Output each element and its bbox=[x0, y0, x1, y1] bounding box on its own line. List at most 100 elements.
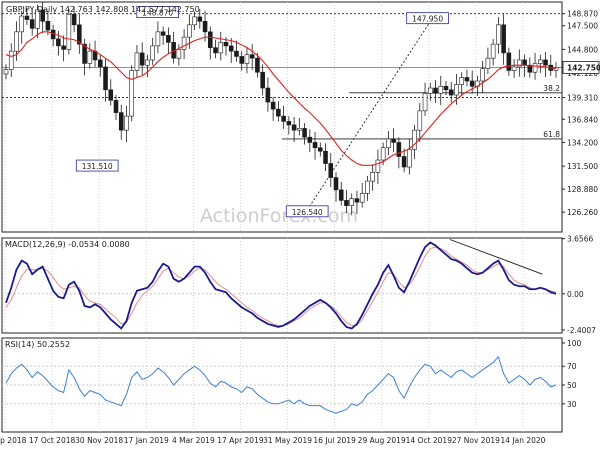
candle-body bbox=[375, 159, 381, 173]
candle-body bbox=[197, 16, 203, 22]
macd-line bbox=[5, 241, 557, 330]
candle-body bbox=[124, 115, 129, 131]
candle-body bbox=[202, 21, 208, 33]
price-annotation-box bbox=[285, 205, 329, 218]
candle-body bbox=[213, 47, 218, 54]
candle-body bbox=[223, 42, 229, 47]
candle-body bbox=[517, 59, 522, 68]
candle-body bbox=[45, 21, 51, 31]
candle-body bbox=[501, 24, 506, 54]
candle-body bbox=[150, 45, 155, 61]
fib-level-label: 38.2 bbox=[543, 84, 560, 93]
candle-body bbox=[438, 85, 444, 94]
main-y-tick-label: 128.880 bbox=[567, 185, 598, 194]
price-annotation: 126.540 bbox=[292, 208, 323, 217]
candle-body bbox=[228, 45, 234, 52]
candle-body bbox=[129, 70, 135, 117]
rsi-title: RSI(14) 50.2552 bbox=[5, 340, 70, 349]
candle-body bbox=[71, 13, 77, 26]
macd-y-tick-label: 3.6566 bbox=[567, 235, 593, 244]
candle-body bbox=[218, 42, 224, 54]
candle-body bbox=[333, 177, 339, 191]
candle-body bbox=[312, 142, 318, 149]
candle-body bbox=[181, 36, 187, 50]
candle-body bbox=[391, 138, 396, 143]
candle-body bbox=[249, 54, 255, 59]
candle-body bbox=[286, 121, 292, 126]
rsi-y-tick-label: 100 bbox=[567, 339, 582, 348]
candle-body bbox=[176, 49, 182, 59]
candle-body bbox=[338, 189, 344, 201]
x-tick-label: 14 Oct 2019 bbox=[406, 436, 453, 445]
main-y-tick-label: 126.260 bbox=[567, 208, 598, 217]
candle-body bbox=[192, 16, 197, 26]
candle-body bbox=[244, 54, 250, 64]
rsi-line bbox=[5, 355, 557, 414]
candle-body bbox=[291, 124, 297, 131]
candle-body bbox=[139, 52, 145, 66]
price-annotation-box bbox=[136, 6, 179, 18]
candle-body bbox=[134, 52, 140, 71]
candle-body bbox=[464, 77, 470, 82]
x-tick-label: 16 Jul 2019 bbox=[313, 436, 356, 445]
candle-body bbox=[527, 64, 533, 73]
candle-body bbox=[19, 15, 25, 33]
price-annotation-box bbox=[406, 12, 449, 25]
candle-body bbox=[422, 92, 428, 112]
candle-body bbox=[8, 50, 14, 70]
candle-body bbox=[443, 85, 449, 91]
candle-body bbox=[87, 50, 93, 64]
candle-body bbox=[160, 31, 166, 36]
candle-body bbox=[234, 50, 239, 57]
candle-body bbox=[113, 100, 119, 113]
candle-body bbox=[380, 147, 386, 161]
main-y-tick-label: 131.500 bbox=[567, 162, 598, 171]
main-y-tick-label: 139.310 bbox=[567, 94, 598, 103]
x-tick-label: 27 Nov 2019 bbox=[452, 436, 500, 445]
candle-body bbox=[396, 142, 402, 157]
candle-body bbox=[454, 84, 459, 96]
candle-body bbox=[511, 66, 517, 71]
candle-body bbox=[166, 35, 171, 43]
candle-body bbox=[412, 129, 417, 150]
candle-body bbox=[485, 57, 491, 70]
candle-body bbox=[365, 180, 370, 194]
main-y-tick-label: 136.840 bbox=[567, 115, 598, 124]
candle-body bbox=[417, 110, 423, 131]
main-y-tick-label: 144.800 bbox=[567, 45, 598, 54]
current-price-label: 142.750 bbox=[567, 63, 600, 72]
candle-body bbox=[302, 128, 307, 138]
candle-body bbox=[297, 128, 302, 131]
candle-body bbox=[187, 24, 192, 38]
candle-body bbox=[433, 87, 438, 94]
candle-body bbox=[56, 38, 61, 47]
candle-body bbox=[323, 150, 328, 164]
x-tick-label: 31 May 2019 bbox=[263, 436, 312, 445]
candle-body bbox=[145, 59, 150, 66]
candle-body bbox=[35, 9, 40, 29]
candle-body bbox=[354, 198, 360, 203]
candle-body bbox=[480, 68, 485, 82]
candle-body bbox=[496, 24, 501, 45]
candle-body bbox=[370, 172, 375, 182]
main-y-tick-label: 148.870 bbox=[567, 10, 598, 19]
rsi-y-tick-label: 70 bbox=[567, 362, 577, 371]
projection-line bbox=[306, 21, 431, 211]
candle-body bbox=[66, 13, 72, 50]
macd-y-tick-label: -2.4007 bbox=[567, 326, 596, 335]
rsi-y-tick-label: 30 bbox=[567, 400, 577, 409]
candle-body bbox=[108, 89, 114, 101]
candle-body bbox=[82, 43, 87, 64]
candle-body bbox=[490, 43, 496, 59]
candle-body bbox=[260, 71, 265, 89]
macd-title: MACD(12,26,9) -0.0534 0.0080 bbox=[5, 240, 130, 249]
price-annotation-box bbox=[75, 159, 119, 172]
x-tick-label: 29 Aug 2019 bbox=[358, 436, 406, 445]
candle-body bbox=[24, 15, 30, 20]
candle-body bbox=[77, 24, 82, 45]
candle-body bbox=[281, 115, 286, 122]
candle-body bbox=[401, 156, 407, 168]
candle-body bbox=[103, 66, 108, 91]
candle-body bbox=[506, 52, 512, 71]
